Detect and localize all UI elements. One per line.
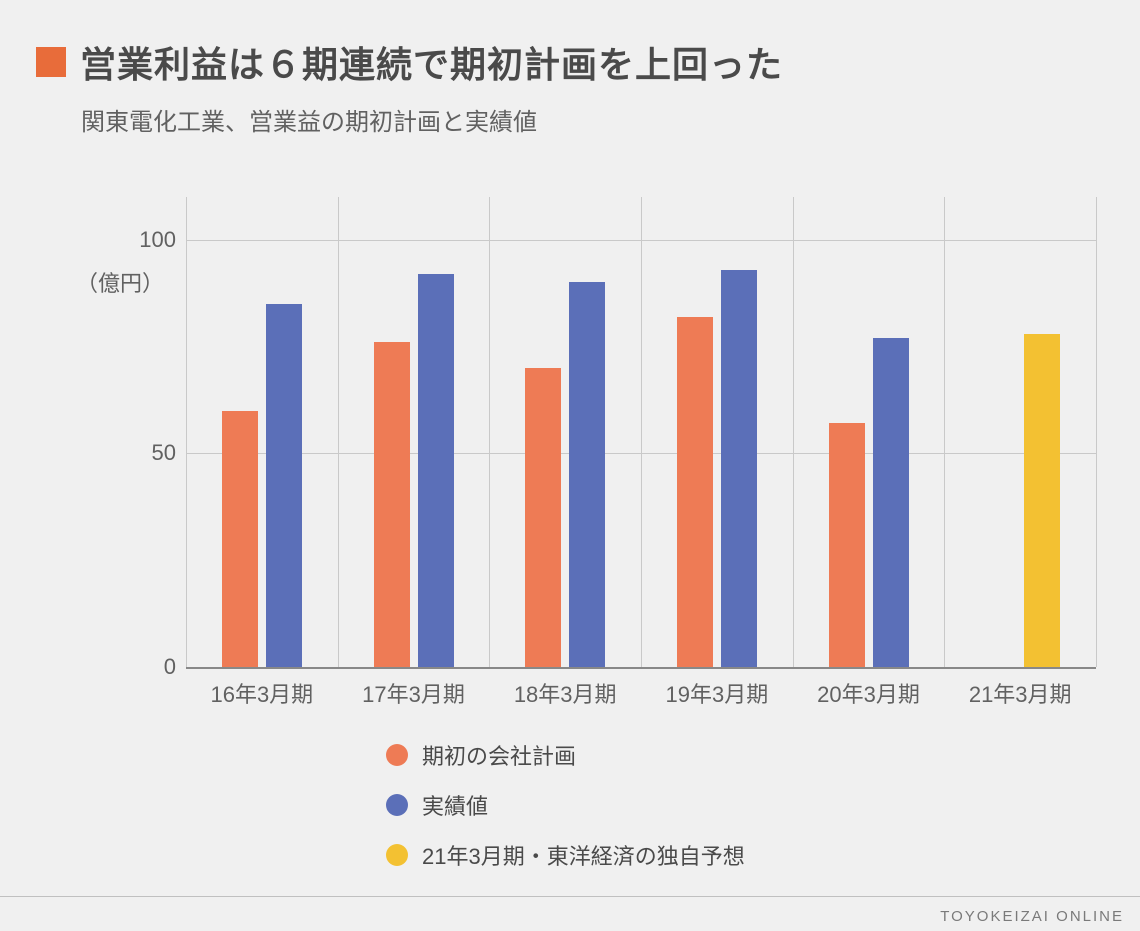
legend-item: 期初の会社計画 [386, 739, 1096, 771]
legend: 期初の会社計画実績値 21年3月期・東洋経済の独自予想 [386, 739, 1096, 871]
bar-actual [873, 338, 909, 667]
bar-forecast [1024, 334, 1060, 667]
bar-plan [829, 423, 865, 667]
footer-credit: TOYOKEIZAI ONLINE [940, 908, 1124, 925]
chart-block: 050100（億円） 16年3月期17年3月期18年3月期19年3月期20年3月… [96, 197, 1096, 871]
bar-plan [677, 317, 713, 667]
plot-area: 050100（億円） [186, 197, 1096, 667]
y-tick-label: 0 [126, 654, 176, 680]
title-row: 営業利益は６期連続で期初計画を上回った [36, 36, 1104, 88]
footer-rule [0, 896, 1140, 897]
x-tick-label: 19年3月期 [641, 677, 793, 709]
x-tick-label: 20年3月期 [793, 677, 945, 709]
vgridline [793, 197, 794, 667]
figure-wrap: 営業利益は６期連続で期初計画を上回った 関東電化工業、営業益の期初計画と実績値 … [0, 0, 1140, 931]
bar-actual [418, 274, 454, 667]
legend-item: 実績値 [386, 789, 1096, 821]
x-axis-labels: 16年3月期17年3月期18年3月期19年3月期20年3月期21年3月期 [186, 677, 1096, 709]
vgridline [489, 197, 490, 667]
x-tick-label: 17年3月期 [338, 677, 490, 709]
legend-label: 21年3月期・東洋経済の独自予想 [422, 839, 745, 871]
vgridline [186, 197, 187, 667]
vgridline [1096, 197, 1097, 667]
y-tick-label: 100 [126, 227, 176, 253]
chart-title: 営業利益は６期連続で期初計画を上回った [80, 36, 783, 88]
x-tick-label: 18年3月期 [489, 677, 641, 709]
legend-label: 期初の会社計画 [422, 739, 576, 771]
legend-dot-icon [386, 744, 408, 766]
legend-dot-icon [386, 794, 408, 816]
title-bullet-icon [36, 47, 66, 77]
bar-actual [569, 282, 605, 667]
bar-actual [721, 270, 757, 667]
x-tick-label: 16年3月期 [186, 677, 338, 709]
legend-item: 21年3月期・東洋経済の独自予想 [386, 839, 1096, 871]
bar-plan [222, 411, 258, 667]
chart-subtitle: 関東電化工業、営業益の期初計画と実績値 [81, 102, 1104, 137]
vgridline [944, 197, 945, 667]
legend-dot-icon [386, 844, 408, 866]
bar-actual [266, 304, 302, 667]
x-axis-baseline [186, 667, 1096, 669]
vgridline [338, 197, 339, 667]
x-tick-label: 21年3月期 [944, 677, 1096, 709]
y-tick-label: 50 [126, 440, 176, 466]
y-axis-unit-label: （億円） [76, 266, 164, 298]
legend-label: 実績値 [422, 789, 488, 821]
bar-plan [374, 342, 410, 667]
vgridline [641, 197, 642, 667]
bar-plan [525, 368, 561, 667]
